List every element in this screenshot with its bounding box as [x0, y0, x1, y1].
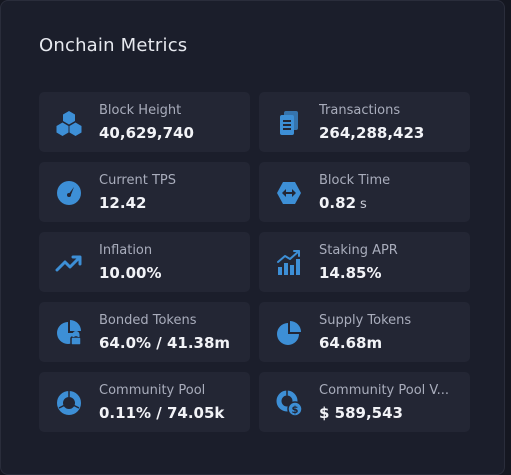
metric-card-bonded-tokens: Bonded Tokens 64.0% / 41.38m: [39, 302, 250, 362]
metric-card-community-pool-value: $ Community Pool V... $ 589,543: [259, 372, 470, 432]
metric-value: 0.11% / 74.05k: [99, 404, 225, 422]
metric-card-inflation: Inflation 10.00%: [39, 232, 250, 292]
metric-value: 14.85%: [319, 264, 382, 282]
metric-label: Community Pool: [99, 383, 206, 398]
metric-card-community-pool: Community Pool 0.11% / 74.05k: [39, 372, 250, 432]
cubes-icon: [55, 109, 83, 137]
metric-value: 12.42: [99, 194, 147, 212]
metric-label: Staking APR: [319, 243, 398, 258]
documents-icon: [275, 109, 303, 137]
metric-value: 64.0% / 41.38m: [99, 334, 231, 352]
metric-card-block-height: Block Height 40,629,740: [39, 92, 250, 152]
donut-icon: [55, 389, 83, 417]
donut-dollar-icon: $: [275, 389, 303, 417]
metric-value: 0.82 s: [319, 194, 367, 212]
bar-growth-icon: [275, 249, 303, 277]
arrows-horizontal-icon: [275, 179, 303, 207]
metric-label: Current TPS: [99, 173, 176, 188]
metric-card-current-tps: Current TPS 12.42: [39, 162, 250, 222]
metric-value: 264,288,423: [319, 124, 425, 142]
metric-card-staking-apr: Staking APR 14.85%: [259, 232, 470, 292]
metric-label: Transactions: [319, 103, 401, 118]
gauge-icon: [55, 179, 83, 207]
metric-unit: s: [360, 197, 367, 212]
pie-lock-icon: [55, 319, 83, 347]
metric-value-number: 0.82: [319, 194, 357, 212]
metric-value: $ 589,543: [319, 404, 403, 422]
metric-label: Block Time: [319, 173, 391, 188]
metric-card-supply-tokens: Supply Tokens 64.68m: [259, 302, 470, 362]
metric-value: 40,629,740: [99, 124, 194, 142]
metric-card-block-time: Block Time 0.82 s: [259, 162, 470, 222]
metric-label: Bonded Tokens: [99, 313, 197, 328]
metric-label: Community Pool V...: [319, 383, 450, 398]
metric-label: Supply Tokens: [319, 313, 412, 328]
metric-value: 64.68m: [319, 334, 383, 352]
trending-up-icon: [55, 249, 83, 277]
metric-value: 10.00%: [99, 264, 162, 282]
pie-chart-icon: [275, 319, 303, 347]
metric-card-transactions: Transactions 264,288,423: [259, 92, 470, 152]
metric-label: Block Height: [99, 103, 182, 118]
panel-title: Onchain Metrics: [39, 35, 188, 56]
svg-text:$: $: [292, 405, 299, 416]
metric-label: Inflation: [99, 243, 153, 258]
